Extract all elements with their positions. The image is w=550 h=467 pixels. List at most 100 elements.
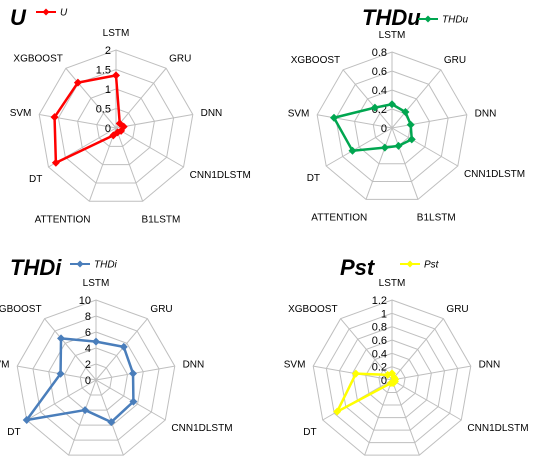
- data-point: [386, 379, 395, 388]
- data-point: [56, 369, 65, 378]
- grid-spoke: [391, 318, 444, 381]
- category-label: DNN: [183, 360, 205, 371]
- tick-label: 6: [85, 327, 91, 339]
- grid-spoke: [95, 379, 166, 421]
- tick-label: 1.2: [372, 295, 387, 307]
- category-label: XGBOOST: [13, 54, 62, 65]
- data-point: [383, 370, 392, 379]
- category-label: DNN: [475, 108, 497, 119]
- grid-spoke: [44, 318, 97, 381]
- grid-spoke: [325, 127, 393, 167]
- tick-label: 0.6: [372, 66, 387, 78]
- legend-entry: Pst: [400, 260, 440, 271]
- grid-spoke: [95, 318, 148, 381]
- category-label: LSTM: [379, 30, 406, 41]
- chart-title: Pst: [340, 255, 376, 280]
- category-label: DT: [303, 427, 316, 438]
- data-point: [401, 107, 410, 116]
- legend-entry: THDi: [70, 260, 118, 271]
- grid-spoke: [391, 379, 462, 421]
- legend-marker: [42, 8, 50, 16]
- series-line: [332, 103, 413, 153]
- data-point: [92, 337, 100, 346]
- tick-label: 0: [381, 375, 387, 387]
- grid-spoke: [391, 127, 459, 167]
- grid-ring: [338, 326, 446, 431]
- grid-ring: [365, 352, 419, 406]
- category-label: DT: [7, 427, 20, 438]
- tick-label: 8: [85, 311, 91, 323]
- data-point: [370, 103, 379, 112]
- radar-chart-pst: Pst Pst 00.2 0.40.60.8 11.2 LSTM GRU DNN CNN1DLS…: [284, 255, 529, 456]
- data-point: [129, 397, 138, 406]
- category-label: SVM: [0, 360, 9, 371]
- tick-label: 0: [85, 375, 91, 387]
- grid-spoke: [340, 318, 393, 381]
- grid-ring: [77, 88, 155, 166]
- legend-marker: [406, 260, 414, 268]
- tick-label: 1: [105, 84, 111, 96]
- category-label: LSTM: [379, 278, 406, 289]
- grid-ring: [312, 299, 472, 456]
- tick-label: 2: [105, 45, 111, 57]
- grid-spoke: [115, 67, 167, 129]
- tick-label: 1: [381, 308, 387, 320]
- grid-spoke: [391, 114, 467, 129]
- category-label: XGBOOST: [288, 304, 337, 315]
- category-label: CNN1DLSTM: [464, 169, 525, 180]
- grid-spoke: [17, 365, 97, 381]
- category-label: GRU: [446, 304, 468, 315]
- legend-entry: THDu: [418, 15, 469, 26]
- data-point: [51, 158, 60, 167]
- category-label: B1LSTM: [141, 214, 180, 225]
- data-point: [407, 135, 416, 144]
- tick-label: 0.8: [372, 47, 387, 59]
- grid-spoke: [115, 127, 144, 202]
- category-label: XGBOOST: [291, 55, 340, 66]
- tick-label: 0.4: [372, 85, 387, 97]
- data-point: [112, 71, 120, 80]
- category-label: CNN1DLSTM: [171, 423, 232, 434]
- grid-spoke: [365, 127, 393, 200]
- grid-spoke: [115, 113, 193, 129]
- tick-label: 0.2: [372, 362, 387, 374]
- grid-spoke: [391, 127, 419, 200]
- category-label: DT: [307, 173, 320, 184]
- grid-ring: [32, 315, 160, 441]
- data-point: [129, 369, 138, 378]
- category-label: ATTENTION: [35, 214, 91, 225]
- radar-chart-thdi: THDiTHDi0246810LSTMGRUDNNCNN1DLSTMB1LSTM…: [0, 255, 233, 456]
- category-label: LSTM: [103, 28, 130, 39]
- category-label: GRU: [169, 54, 191, 65]
- radar-chart-thdu: THDu THDu00.20.40.60.8LSTMGRUDNNCNN1DLSTM…: [288, 5, 525, 224]
- category-label: GRU: [444, 55, 466, 66]
- grid-spoke: [391, 69, 442, 129]
- category-label: SVM: [284, 360, 306, 371]
- data-point: [119, 342, 128, 351]
- category-label: B1LSTM: [417, 213, 456, 224]
- legend-label: U: [60, 8, 68, 19]
- data-point: [73, 78, 82, 87]
- grid-spoke: [88, 127, 117, 202]
- chart-title: U: [10, 5, 27, 30]
- category-label: DT: [29, 174, 42, 185]
- grid-spoke: [68, 379, 97, 456]
- tick-label: 10: [79, 295, 91, 307]
- tick-label: 0.5: [96, 104, 111, 116]
- data-point: [22, 416, 31, 424]
- grid-ring: [79, 363, 113, 396]
- data-point: [394, 141, 403, 150]
- chart-title: THDi: [10, 255, 62, 280]
- chart-title: THDu: [362, 5, 421, 30]
- legend-label: Pst: [424, 260, 440, 271]
- grid-spoke: [95, 379, 124, 456]
- tick-label: 4: [85, 343, 91, 355]
- legend-marker: [76, 260, 84, 268]
- tick-label: 2: [85, 359, 91, 371]
- tick-label: 0.4: [372, 348, 387, 360]
- category-label: XGBOOST: [0, 304, 42, 315]
- legend-label: THDu: [442, 15, 469, 26]
- grid-spoke: [391, 365, 471, 381]
